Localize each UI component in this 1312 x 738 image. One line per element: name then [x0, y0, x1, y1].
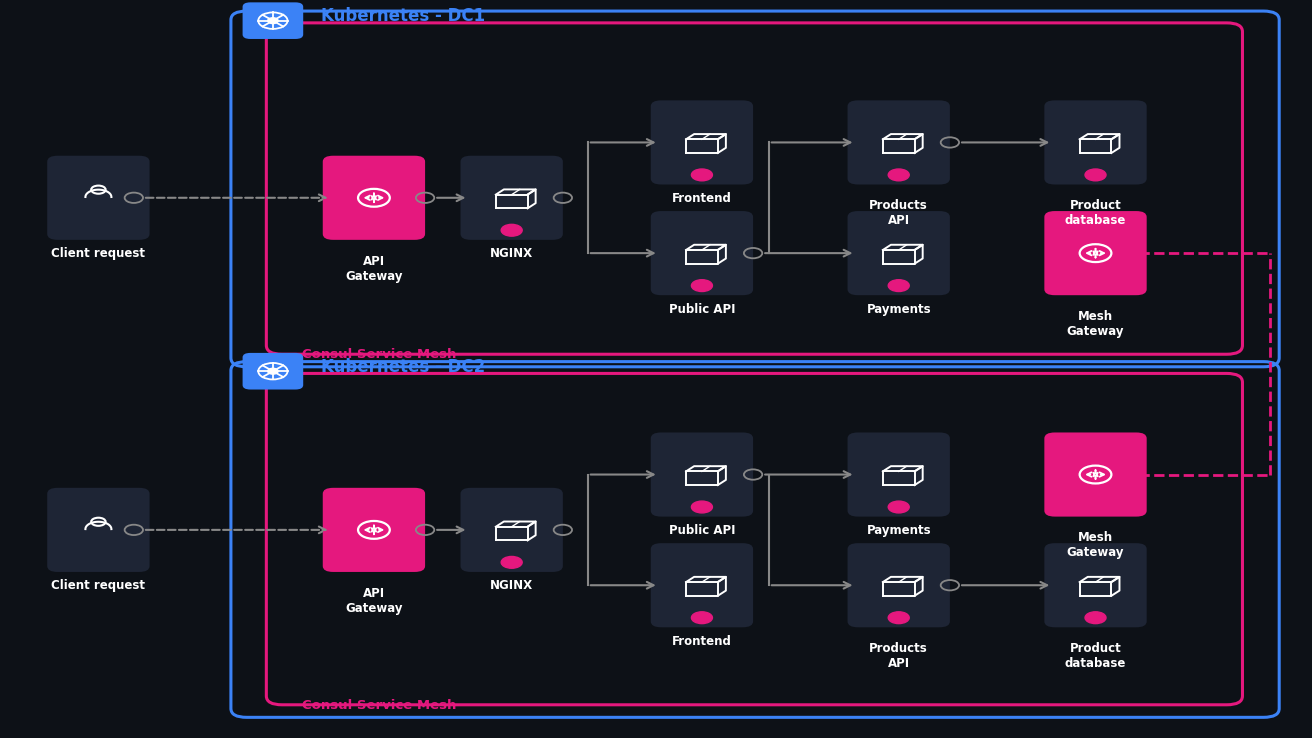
- FancyBboxPatch shape: [1044, 543, 1147, 627]
- Circle shape: [501, 556, 522, 568]
- FancyBboxPatch shape: [848, 211, 950, 295]
- Text: Mesh
Gateway: Mesh Gateway: [1067, 531, 1124, 559]
- Text: Payments: Payments: [866, 524, 932, 537]
- Text: API
Gateway: API Gateway: [345, 587, 403, 615]
- FancyBboxPatch shape: [323, 488, 425, 572]
- Circle shape: [501, 224, 522, 236]
- Text: Products
API: Products API: [870, 642, 928, 670]
- FancyBboxPatch shape: [651, 100, 753, 184]
- Text: Products
API: Products API: [870, 199, 928, 227]
- Text: Frontend: Frontend: [672, 192, 732, 205]
- Text: Public API: Public API: [669, 303, 735, 316]
- Text: NGINX: NGINX: [491, 579, 533, 593]
- FancyBboxPatch shape: [651, 432, 753, 517]
- Text: Consul Service Mesh: Consul Service Mesh: [302, 699, 457, 712]
- FancyBboxPatch shape: [651, 543, 753, 627]
- FancyBboxPatch shape: [848, 432, 950, 517]
- Text: Kubernetes - DC2: Kubernetes - DC2: [321, 358, 485, 376]
- Circle shape: [691, 280, 712, 292]
- FancyBboxPatch shape: [651, 211, 753, 295]
- FancyBboxPatch shape: [243, 2, 303, 39]
- Text: Public API: Public API: [669, 524, 735, 537]
- Text: Client request: Client request: [51, 579, 146, 593]
- Circle shape: [888, 501, 909, 513]
- Text: Mesh
Gateway: Mesh Gateway: [1067, 310, 1124, 338]
- FancyBboxPatch shape: [323, 156, 425, 240]
- Circle shape: [268, 18, 278, 24]
- Circle shape: [268, 368, 278, 374]
- FancyBboxPatch shape: [1044, 100, 1147, 184]
- FancyBboxPatch shape: [461, 488, 563, 572]
- FancyBboxPatch shape: [848, 100, 950, 184]
- Circle shape: [888, 169, 909, 181]
- Text: Consul Service Mesh: Consul Service Mesh: [302, 348, 457, 362]
- FancyBboxPatch shape: [47, 156, 150, 240]
- Circle shape: [691, 612, 712, 624]
- Text: Product
database: Product database: [1065, 199, 1126, 227]
- Text: API
Gateway: API Gateway: [345, 255, 403, 283]
- Text: Product
database: Product database: [1065, 642, 1126, 670]
- Circle shape: [1085, 612, 1106, 624]
- FancyBboxPatch shape: [47, 488, 150, 572]
- Text: Client request: Client request: [51, 247, 146, 261]
- Circle shape: [691, 169, 712, 181]
- Text: Kubernetes - DC1: Kubernetes - DC1: [321, 7, 485, 25]
- FancyBboxPatch shape: [1044, 211, 1147, 295]
- Circle shape: [691, 501, 712, 513]
- Circle shape: [888, 280, 909, 292]
- Text: Frontend: Frontend: [672, 635, 732, 648]
- Circle shape: [888, 612, 909, 624]
- Text: Payments: Payments: [866, 303, 932, 316]
- Circle shape: [1085, 169, 1106, 181]
- FancyBboxPatch shape: [1044, 432, 1147, 517]
- FancyBboxPatch shape: [461, 156, 563, 240]
- FancyBboxPatch shape: [243, 353, 303, 390]
- Text: NGINX: NGINX: [491, 247, 533, 261]
- FancyBboxPatch shape: [848, 543, 950, 627]
